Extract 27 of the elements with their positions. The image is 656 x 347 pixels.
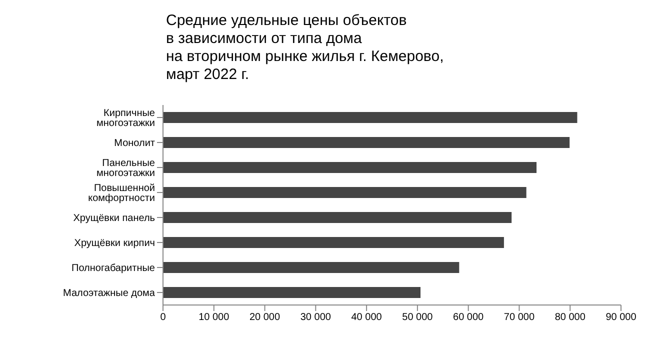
y-tick-label: Хрущёвки панель [73, 213, 155, 224]
bar [163, 112, 578, 123]
bar [163, 212, 512, 223]
x-tick-label: 30 000 [300, 312, 332, 324]
x-tick-label: 10 000 [198, 312, 230, 324]
x-tick-label: 0 [160, 312, 166, 324]
bar [163, 237, 504, 248]
x-tick-label: 60 000 [453, 312, 484, 324]
y-tick-label: Хрущёвки кирпич [74, 238, 155, 250]
chart-title: Средние удельные цены объектов в зависимости от типа дома на вторичном рынке жилья г. Кемерово, март 2022 г. [166, 12, 444, 84]
x-tick-label: 70 000 [504, 312, 535, 324]
y-tick-label: Кирпичные многоэтажки [96, 108, 156, 130]
y-tick-label: Повышенной комфортности [88, 183, 155, 204]
bar [163, 162, 537, 173]
bar [163, 137, 570, 148]
x-tick-label: 40 000 [351, 312, 382, 324]
y-tick-label: Полногабаритные [72, 263, 156, 274]
x-tick-label: 80 000 [554, 312, 586, 324]
bar [163, 262, 460, 273]
y-tick-label: Монолит [114, 138, 156, 150]
y-tick-label: Малоэтажные дома [63, 288, 156, 300]
y-tick-label: Панельные многоэтажки [96, 158, 156, 180]
bar [163, 187, 526, 198]
x-tick-label: 90 000 [606, 312, 637, 324]
bar [163, 287, 420, 298]
x-tick-label: 50 000 [402, 312, 434, 324]
x-tick-label: 20 000 [249, 312, 281, 324]
